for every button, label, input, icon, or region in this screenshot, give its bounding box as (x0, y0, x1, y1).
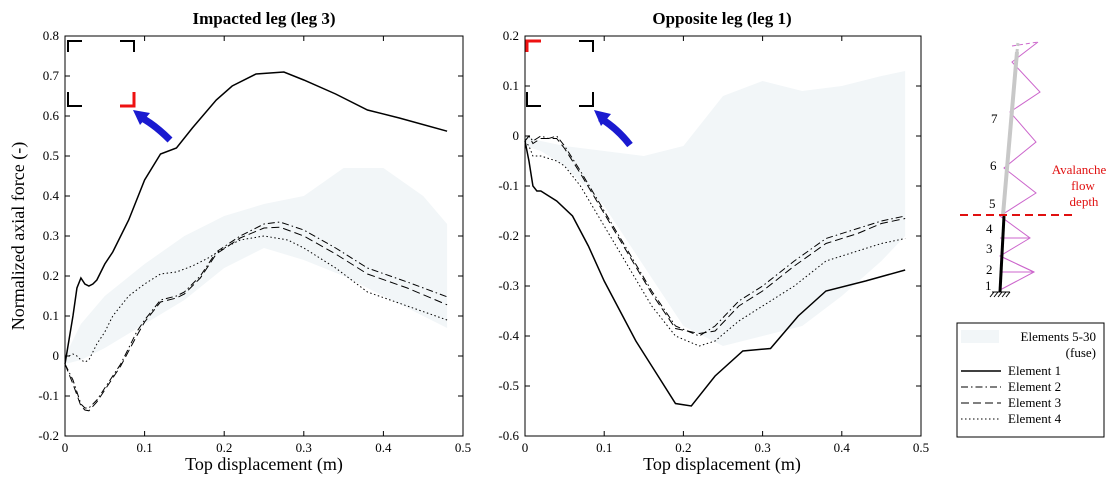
series-line-element-1 (524, 140, 906, 407)
x-tick-label: 0.3 (296, 440, 312, 455)
legend-label-element-2: Element 2 (1008, 379, 1061, 394)
opposite-leg-chart: Opposite leg (leg 1) 0 0.1 0.2 0.3 0.4 0.5 -0.… (498, 9, 929, 475)
y-tick-label: 0.4 (43, 188, 60, 203)
element-number: 2 (986, 262, 993, 277)
y-tick-label: 0.2 (503, 28, 519, 43)
flow-label-line: Avalanche (1052, 162, 1107, 177)
tick-group: 0 0.1 0.2 0.3 0.4 0.5 -0.6 -0.5 -0.4 -0.3 -0.2 -0.1… (498, 28, 929, 455)
series-line-element-2 (64, 221, 448, 409)
y-tick-label: 0 (513, 128, 520, 143)
x-tick-label: 0.5 (913, 440, 929, 455)
x-tick-label: 0 (522, 440, 529, 455)
x-axis-label: Top displacement (m) (643, 454, 801, 475)
y-tick-label: -0.5 (498, 378, 519, 393)
y-tick-label: -0.6 (498, 428, 519, 443)
series-group (524, 135, 906, 407)
y-tick-label: 0.6 (43, 108, 60, 123)
x-tick-label: 0.1 (136, 440, 152, 455)
x-tick-label: 0.4 (375, 440, 392, 455)
truss-top-dashed (1011, 41, 1039, 47)
y-axis-label: Normalized axial force (-) (8, 142, 29, 330)
impact-arrowhead-icon (133, 110, 150, 125)
y-tick-label: 0.8 (43, 28, 59, 43)
ground-support-icon (989, 291, 1011, 298)
impacted-leg-chart: Impacted leg (leg 3) 0 0.1 0.2 0.3 0.4 0.5 -0.… (8, 9, 471, 475)
fuse-band (65, 168, 448, 364)
x-tick-label: 0.2 (675, 440, 691, 455)
legend-swatch-band (961, 330, 999, 343)
x-tick-label: 0 (62, 440, 69, 455)
impact-arrow-icon (138, 113, 173, 143)
element-number: 6 (990, 158, 997, 173)
fuse-band (525, 71, 906, 346)
y-tick-label: -0.4 (498, 328, 519, 343)
series-line-element-3 (524, 135, 906, 335)
y-tick-label: 0.1 (503, 78, 519, 93)
plot-frame (524, 35, 922, 437)
corner-view-icon (67, 40, 136, 108)
y-tick-label: 0 (53, 348, 60, 363)
upper-leg-dashed (1015, 41, 1020, 53)
y-tick-label: 0.1 (43, 308, 59, 323)
chart-title: Opposite leg (leg 1) (652, 9, 791, 28)
y-tick-label: -0.2 (498, 228, 519, 243)
x-axis-label: Top displacement (m) (185, 454, 343, 475)
element-number: 3 (986, 241, 993, 256)
y-tick-label: -0.3 (498, 278, 519, 293)
element-number: 7 (991, 111, 998, 126)
x-tick-label: 0.1 (596, 440, 612, 455)
truss-extra (999, 255, 1035, 273)
series-line-element-1 (64, 71, 448, 365)
legend-label-element-4: Element 4 (1008, 411, 1062, 426)
element-number: 5 (989, 196, 996, 211)
legend-label-band-sub: (fuse) (1066, 345, 1096, 360)
tower-schematic: 1 2 3 4 5 6 7 Avalanche flow depth (960, 41, 1107, 298)
x-tick-label: 0.2 (216, 440, 232, 455)
plot-frame (64, 35, 464, 437)
legend-label-element-1: Element 1 (1008, 363, 1061, 378)
series-group (64, 71, 448, 412)
legend-label-element-3: Element 3 (1008, 395, 1061, 410)
x-tick-label: 0.3 (754, 440, 770, 455)
legend: Elements 5-30 (fuse) Element 1 Element 2… (956, 322, 1105, 438)
x-tick-label: 0.4 (834, 440, 851, 455)
y-tick-label: -0.1 (38, 388, 59, 403)
legend-label-band: Elements 5-30 (1021, 329, 1096, 344)
y-tick-label: -0.2 (38, 428, 59, 443)
lower-leg (998, 215, 1006, 293)
y-tick-label: 0.3 (43, 228, 59, 243)
y-tick-label: -0.1 (498, 178, 519, 193)
impact-arrowhead-icon (594, 110, 611, 126)
corner-view-icon (525, 39, 594, 107)
series-line-element-4 (524, 140, 906, 347)
series-line-element-3 (64, 226, 448, 412)
element-number: 4 (986, 221, 993, 236)
flow-label-line: depth (1070, 194, 1099, 209)
y-tick-label: 0.7 (43, 68, 60, 83)
y-tick-label: 0.2 (43, 268, 59, 283)
series-line-element-2 (524, 135, 906, 337)
y-tick-label: 0.5 (43, 148, 59, 163)
impact-arrow-icon (598, 114, 633, 148)
element-number: 1 (985, 278, 992, 293)
upper-leg (1001, 51, 1019, 216)
x-tick-label: 0.5 (455, 440, 471, 455)
flow-label-line: flow (1071, 178, 1095, 193)
chart-title: Impacted leg (leg 3) (192, 9, 335, 28)
